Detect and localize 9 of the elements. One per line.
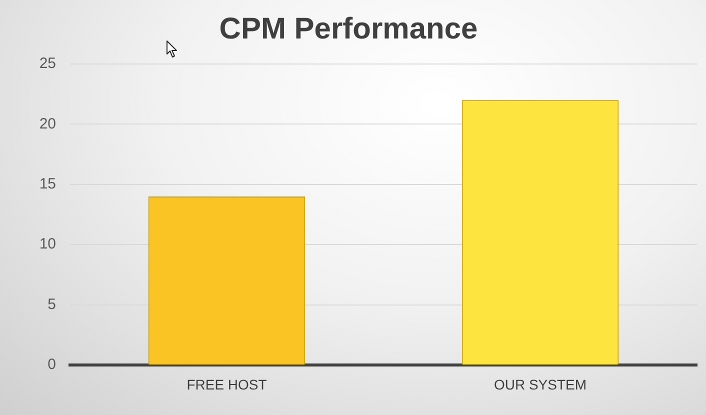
- y-tick-label: 20: [39, 115, 56, 132]
- chart-title: CPM Performance: [219, 12, 478, 46]
- y-tick-label: 25: [39, 55, 56, 72]
- x-tick-label: FREE HOST: [186, 376, 268, 392]
- y-tick-label: 0: [48, 356, 56, 374]
- y-tick-label: 15: [39, 176, 56, 193]
- y-tick-label: 5: [48, 296, 56, 313]
- y-tick-label: 10: [39, 236, 56, 253]
- x-tick-label: OUR SYSTEM: [494, 376, 587, 392]
